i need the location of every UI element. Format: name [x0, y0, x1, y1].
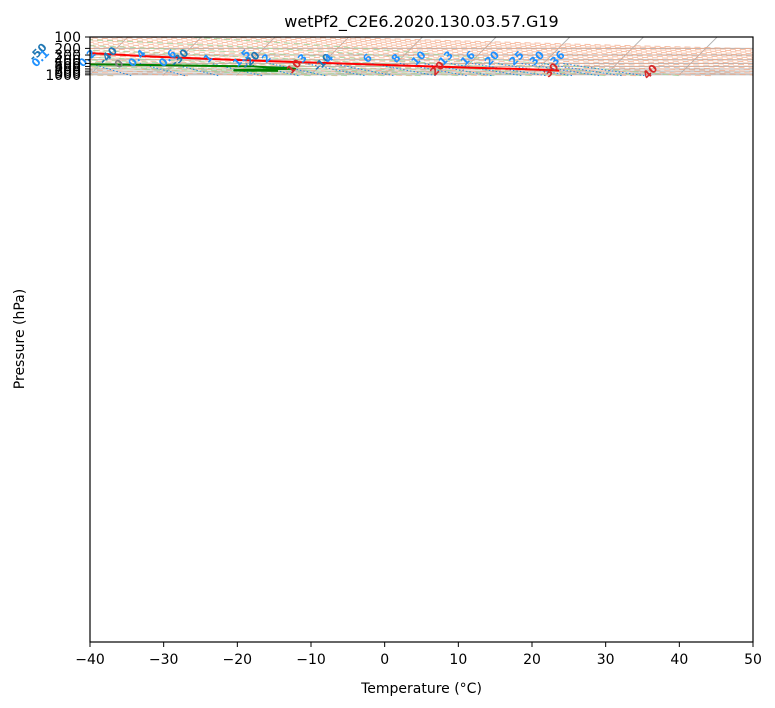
- x-tick-label: 30: [597, 652, 615, 668]
- y-tick-label: 100: [54, 30, 81, 46]
- dry-adiabat: [90, 53, 753, 74]
- dry-adiabat: [139, 37, 753, 56]
- y-tick-label: 800: [54, 64, 81, 80]
- y-tick-label: 400: [54, 53, 81, 69]
- plot-frame: [89, 36, 754, 643]
- mixing-ratio-line: [541, 62, 622, 77]
- moist-adiabat: [90, 67, 311, 77]
- isotherm-line: [604, 37, 644, 76]
- x-tick-label: 50: [744, 652, 762, 668]
- dewpoint-profile: [90, 63, 296, 72]
- mixing-ratio-line: [269, 62, 326, 77]
- dry-adiabat: [90, 71, 189, 77]
- y-tick-label: 200: [54, 41, 81, 57]
- moist-adiabat: [90, 59, 458, 77]
- mixing-ratio-line: [305, 62, 365, 77]
- moist-adiabat: [90, 45, 605, 77]
- x-tick-label: 20: [523, 652, 541, 668]
- y-tick-label: 1000: [45, 68, 81, 84]
- moist-adiabat-label: 40: [640, 62, 660, 82]
- x-tick-label: 10: [449, 652, 467, 668]
- moist-adiabat: [90, 39, 642, 77]
- y-tick-label: 900: [54, 66, 81, 82]
- moist-adiabat: [90, 53, 532, 77]
- temperature-profile: [90, 52, 560, 72]
- x-tick-label: −10: [296, 652, 326, 668]
- x-tick-label: −40: [75, 652, 105, 668]
- y-tick-label: 600: [54, 59, 81, 75]
- axis-ticks: −40 −30 −20 −10 0 10 20 30 40 50 10020030040050060…: [45, 30, 762, 668]
- chart-title: wetPf2_C2E6.2020.130.03.57.G19: [284, 12, 558, 32]
- profile-lines: [90, 52, 560, 72]
- dry-adiabat: [90, 41, 753, 63]
- dry-adiabat: [90, 46, 753, 67]
- dry-adiabat: [90, 37, 753, 59]
- moist-adiabat: [90, 56, 495, 77]
- dry-adiabat: [90, 47, 753, 69]
- y-axis-label: Pressure (hPa): [12, 289, 28, 389]
- mixing-ratio-line: [449, 62, 522, 77]
- dry-adiabat: [90, 51, 753, 72]
- mixing-ratio-line: [371, 62, 436, 77]
- y-tick-label: 500: [54, 56, 81, 72]
- x-tick-label: −20: [223, 652, 253, 668]
- x-tick-label: 0: [380, 652, 389, 668]
- y-tick-label: 700: [54, 62, 81, 78]
- isotherm-line: [751, 74, 753, 76]
- dry-adiabat: [90, 44, 753, 66]
- mixing-ratio-line: [562, 62, 645, 77]
- x-tick-label: −30: [149, 652, 179, 668]
- mixing-ratio-line: [90, 62, 132, 77]
- dry-adiabat: [90, 69, 263, 77]
- x-tick-label: 40: [670, 652, 688, 668]
- moist-adiabat: [186, 37, 679, 77]
- background-lines: [90, 37, 753, 77]
- mixing-ratio-line: [332, 62, 394, 77]
- isotherm-line: [162, 37, 202, 76]
- mixing-ratio-label: 20: [482, 48, 502, 68]
- y-tick-label: 300: [54, 48, 81, 64]
- x-axis-label: Temperature (°C): [360, 681, 482, 697]
- dry-adiabat: [90, 38, 753, 60]
